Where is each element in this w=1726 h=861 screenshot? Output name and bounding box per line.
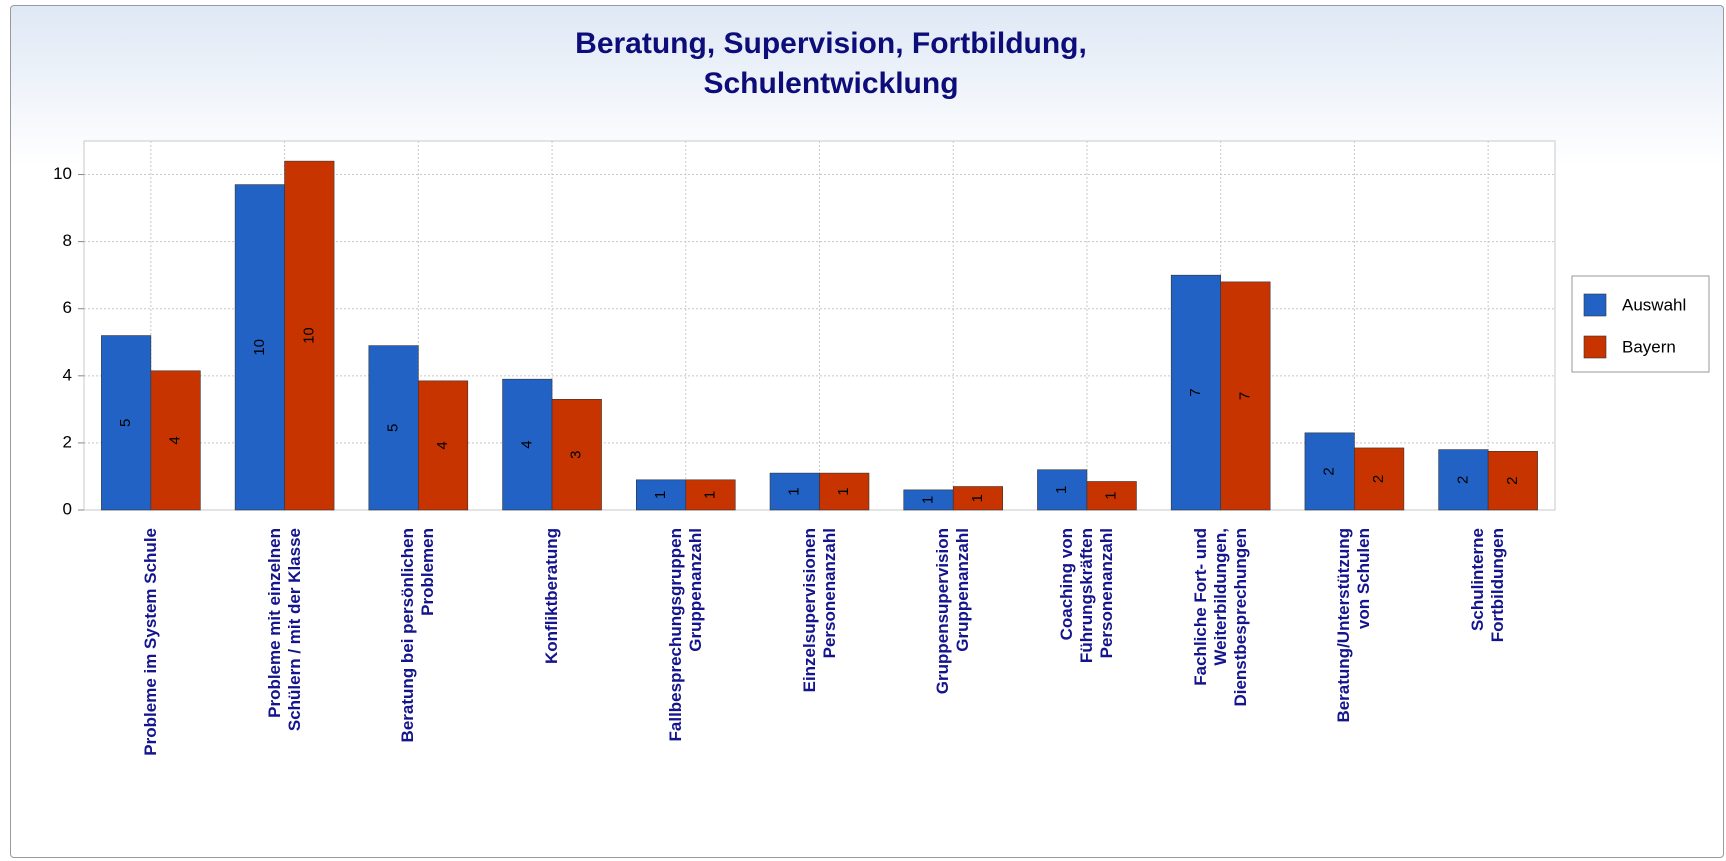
value-label: 1 bbox=[835, 487, 852, 495]
x-tick-label: Fallbesprechungsgruppen Gruppenanzahl bbox=[665, 528, 705, 742]
value-label: 5 bbox=[385, 424, 402, 432]
value-label: 3 bbox=[568, 450, 585, 458]
bar bbox=[1304, 432, 1355, 511]
y-tick-label: 6 bbox=[63, 298, 72, 317]
x-tick-label: Schulinterne Fortbildungen bbox=[1468, 528, 1508, 643]
value-label: 10 bbox=[251, 339, 268, 356]
value-label: 1 bbox=[1103, 492, 1120, 500]
value-label: 7 bbox=[1187, 388, 1204, 396]
x-tick-label: Probleme mit einzelnen Schülern / mit de… bbox=[264, 528, 304, 732]
bar bbox=[1170, 274, 1221, 511]
legend-swatch bbox=[1583, 293, 1607, 317]
value-label: 4 bbox=[167, 436, 184, 444]
bar bbox=[819, 472, 870, 511]
bar bbox=[1037, 469, 1088, 511]
bar bbox=[551, 398, 602, 511]
y-tick-label: 2 bbox=[63, 432, 72, 451]
y-tick-label: 0 bbox=[63, 499, 72, 518]
bar bbox=[284, 160, 335, 511]
bar bbox=[150, 370, 201, 511]
value-label: 4 bbox=[518, 440, 535, 448]
legend-swatch bbox=[1583, 335, 1607, 359]
x-tick-label: Konfliktberatung bbox=[542, 528, 562, 664]
x-tick-label: Beratung/Unterstützung von Schulen bbox=[1334, 528, 1374, 723]
x-tick-label: Einzelsupervisionen Personenanzahl bbox=[799, 528, 839, 693]
bar bbox=[1220, 281, 1271, 511]
value-label: 10 bbox=[300, 327, 317, 344]
x-tick-label: Beratung bei persönlichen Problemen bbox=[398, 528, 438, 743]
bar bbox=[952, 486, 1004, 511]
bar bbox=[101, 335, 152, 511]
bar bbox=[368, 345, 419, 511]
value-label: 7 bbox=[1236, 392, 1253, 400]
value-label: 2 bbox=[1504, 476, 1521, 484]
x-tick-label: Gruppensupervision Gruppenanzahl bbox=[933, 528, 973, 695]
value-label: 5 bbox=[117, 419, 134, 427]
chart: 0 2 4 6 8 10 5 4 10 10 5 4 4 3 1 1 1 1 1 1 1 1 7 7 2 2 2 2 Auswahl Ba… bbox=[53, 140, 1710, 518]
bar bbox=[635, 479, 687, 511]
chart-title: Beratung, Supervision, Fortbildung, Schu… bbox=[575, 27, 1087, 100]
bar bbox=[1086, 481, 1137, 511]
value-label: 2 bbox=[1454, 476, 1471, 484]
bar bbox=[1487, 450, 1538, 511]
x-tick-label: Fachliche Fort- und Weiterbildungen, Die… bbox=[1190, 528, 1250, 707]
y-tick-label: 10 bbox=[53, 164, 72, 183]
y-tick-label: 4 bbox=[63, 365, 72, 384]
legend-label: Auswahl bbox=[1622, 295, 1686, 314]
bar bbox=[685, 479, 736, 511]
chart-frame: Beratung, Supervision, Fortbildung, Schu… bbox=[10, 5, 1724, 858]
bar bbox=[234, 184, 285, 511]
value-label: 2 bbox=[1321, 467, 1338, 475]
value-label: 1 bbox=[969, 494, 986, 502]
bar bbox=[769, 472, 820, 511]
value-label: 1 bbox=[786, 487, 803, 495]
bar bbox=[1354, 447, 1405, 511]
y-tick-label: 8 bbox=[63, 231, 72, 250]
bar bbox=[502, 378, 553, 511]
value-label: 1 bbox=[919, 496, 936, 504]
value-label: 2 bbox=[1370, 475, 1387, 483]
value-label: 4 bbox=[434, 441, 451, 449]
value-label: 1 bbox=[1053, 486, 1070, 494]
x-tick-label: Probleme im System Schule bbox=[140, 528, 160, 756]
value-label: 1 bbox=[701, 491, 718, 499]
bar bbox=[418, 380, 469, 511]
legend-label: Bayern bbox=[1622, 337, 1676, 356]
x-tick-label: Coaching von Führungskräften Personenanz… bbox=[1056, 528, 1116, 664]
value-label: 1 bbox=[652, 491, 669, 499]
